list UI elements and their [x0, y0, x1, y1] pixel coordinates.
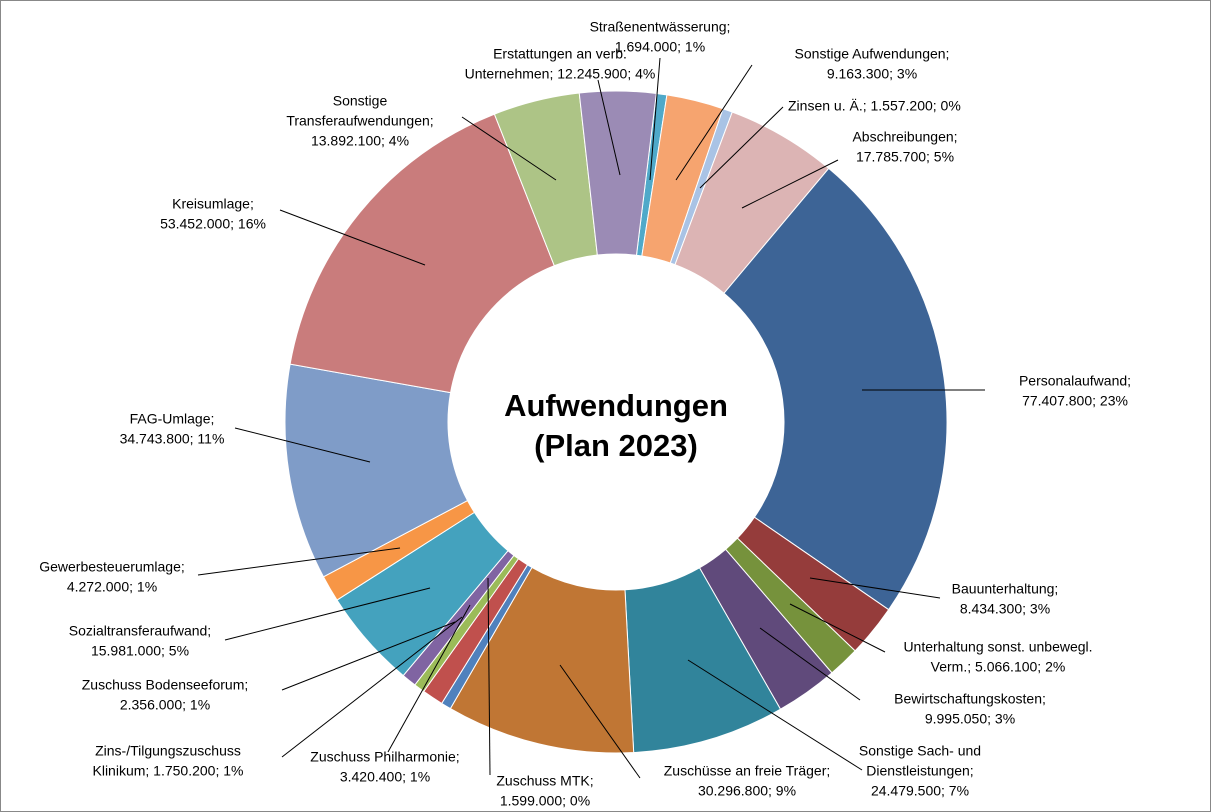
donut-segment — [289, 113, 555, 394]
data-label: 4.272.000; 1% — [67, 579, 157, 595]
data-label: Sonstige — [333, 93, 388, 109]
leader-line — [809, 577, 941, 599]
data-label: 9.163.300; 3% — [827, 66, 917, 82]
leader-line — [649, 57, 661, 181]
donut-segment — [723, 167, 948, 611]
data-label: Unternehmen; 12.245.900; 4% — [465, 66, 656, 82]
data-label: Dienstleistungen; — [866, 763, 973, 779]
data-label: Transferaufwendungen; — [286, 113, 433, 129]
data-label: Zuschuss Bodenseeforum; — [82, 677, 249, 693]
data-label: 1.694.000; 1% — [615, 39, 705, 55]
data-label: 30.296.800; 9% — [698, 783, 796, 799]
data-label: Personalaufwand; — [1019, 373, 1131, 389]
data-label: 2.356.000; 1% — [120, 697, 210, 713]
leader-line — [197, 547, 401, 576]
leader-line — [487, 577, 491, 776]
leader-line — [281, 621, 456, 691]
leader-line — [279, 209, 426, 266]
leader-line — [789, 603, 886, 653]
data-label: Klinikum; 1.750.200; 1% — [93, 763, 244, 779]
leader-line — [387, 604, 471, 753]
data-label: Sonstige Aufwendungen; — [795, 46, 950, 62]
leader-line — [597, 79, 621, 176]
data-label: Verm.; 5.066.100; 2% — [931, 659, 1066, 675]
leader-line — [224, 587, 431, 641]
data-label: 15.981.000; 5% — [91, 643, 189, 659]
data-label: 77.407.800; 23% — [1022, 393, 1128, 409]
data-label: 9.995.050; 3% — [925, 711, 1015, 727]
chart-title: (Plan 2023) — [534, 428, 698, 463]
data-label: Unterhaltung sonst. unbewegl. — [903, 639, 1092, 655]
leader-line — [687, 659, 863, 771]
data-label: Zinsen u. Ä.; 1.557.200; 0% — [788, 98, 961, 114]
leader-line — [675, 64, 753, 181]
data-label: Straßenentwässerung; — [590, 19, 731, 35]
data-label: Gewerbesteuerumlage; — [39, 559, 185, 575]
data-label: Zuschuss Philharmonie; — [310, 749, 459, 765]
data-label: 34.743.800; 11% — [120, 431, 225, 447]
data-label: 53.452.000; 16% — [160, 216, 266, 232]
data-label: 17.785.700; 5% — [856, 149, 954, 165]
data-label: Zuschuss MTK; — [496, 773, 593, 789]
data-label: 1.599.000; 0% — [500, 793, 590, 809]
data-label: Sozialtransferaufwand; — [69, 623, 211, 639]
data-label: 13.892.100; 4% — [311, 133, 409, 149]
data-label: Zuschüsse an freie Träger; — [664, 763, 831, 779]
data-label: Bewirtschaftungskosten; — [894, 691, 1046, 707]
data-label: 3.420.400; 1% — [340, 769, 430, 785]
leader-line — [234, 427, 371, 463]
chart-title: Aufwendungen — [504, 388, 728, 423]
data-label: Bauunterhaltung; — [952, 581, 1059, 597]
leader-line — [741, 159, 839, 209]
data-label: Erstattungen an verb. — [493, 46, 627, 62]
leader-line — [461, 116, 557, 181]
leader-line — [559, 664, 641, 779]
leader-line — [281, 616, 463, 758]
data-label: Abschreibungen; — [852, 129, 957, 145]
data-label: 24.479.500; 7% — [871, 783, 969, 799]
data-label: Zins-/Tilgungszuschuss — [95, 743, 241, 759]
data-label: Kreisumlage; — [172, 196, 254, 212]
data-label: FAG-Umlage; — [130, 411, 215, 427]
data-label: Sonstige Sach- und — [859, 743, 981, 759]
leader-line — [699, 106, 784, 189]
data-label: 8.434.300; 3% — [960, 601, 1050, 617]
leader-line — [759, 627, 861, 701]
